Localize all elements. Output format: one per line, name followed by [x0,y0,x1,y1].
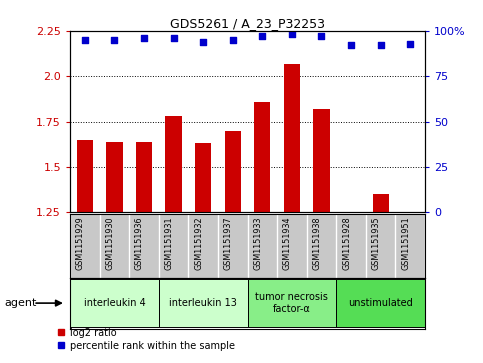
Bar [106,142,123,212]
Text: GSM1151938: GSM1151938 [313,216,322,270]
Bar [70,279,159,327]
Bar [254,102,270,212]
Text: GSM1151937: GSM1151937 [224,216,233,270]
Bar [336,279,425,327]
Text: GSM1151933: GSM1151933 [253,216,262,270]
Text: GSM1151928: GSM1151928 [342,216,351,270]
Text: interleukin 13: interleukin 13 [169,298,237,308]
Text: interleukin 4: interleukin 4 [84,298,145,308]
Legend: log2 ratio, percentile rank within the sample: log2 ratio, percentile rank within the s… [53,324,239,355]
Point [199,39,207,45]
Bar [136,142,152,212]
Point [318,33,326,39]
Text: unstimulated: unstimulated [348,298,413,308]
Point [288,32,296,37]
Bar [372,194,389,212]
Point [347,42,355,48]
Point [258,33,266,39]
Title: GDS5261 / A_23_P32253: GDS5261 / A_23_P32253 [170,17,325,30]
Bar [402,212,418,214]
Point [229,37,237,43]
Point [170,35,177,41]
Bar [225,131,241,212]
Bar [248,279,336,327]
Bar [284,64,300,212]
Text: tumor necrosis
factor-α: tumor necrosis factor-α [256,292,328,314]
Text: GSM1151932: GSM1151932 [194,216,203,270]
Point [377,42,384,48]
Bar [159,279,248,327]
Bar [195,143,211,212]
Point [81,37,89,43]
Bar [166,116,182,212]
Text: GSM1151931: GSM1151931 [165,216,173,270]
Point [406,41,414,46]
Text: agent: agent [5,298,37,308]
Text: GSM1151936: GSM1151936 [135,216,144,270]
Text: GSM1151935: GSM1151935 [371,216,381,270]
Text: GSM1151934: GSM1151934 [283,216,292,270]
Point [111,37,118,43]
Text: GSM1151929: GSM1151929 [76,216,85,270]
Text: GSM1151951: GSM1151951 [401,216,410,270]
Bar [313,109,329,212]
Bar [77,140,93,212]
Text: GSM1151930: GSM1151930 [105,216,114,270]
Point [140,35,148,41]
